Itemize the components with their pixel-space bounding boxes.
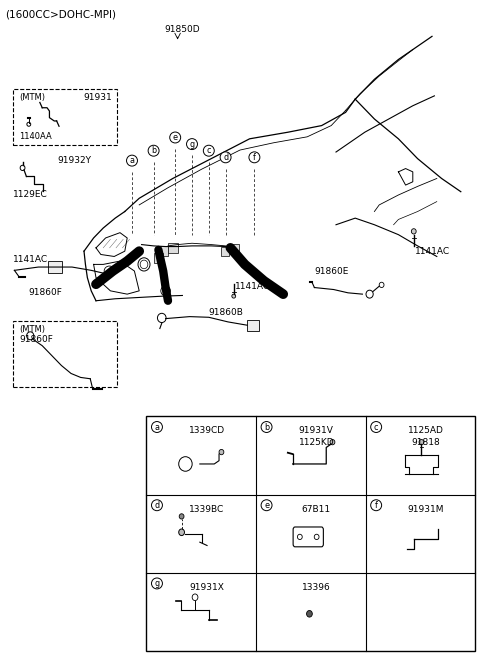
Text: 1339CD: 1339CD <box>189 426 225 436</box>
Text: (MTM): (MTM) <box>19 325 45 334</box>
Text: 1125AD: 1125AD <box>408 426 444 436</box>
Text: 91818: 91818 <box>411 438 440 447</box>
Bar <box>13 321 117 387</box>
Bar <box>158 246 168 256</box>
Text: c: c <box>206 146 211 155</box>
Text: 91860F: 91860F <box>19 335 53 344</box>
Text: a: a <box>155 422 159 432</box>
Bar <box>168 243 178 253</box>
Bar <box>221 247 229 256</box>
Text: (MTM): (MTM) <box>19 93 45 102</box>
Text: 1141AC: 1141AC <box>415 247 450 256</box>
Ellipse shape <box>419 440 424 445</box>
Text: 1140AA: 1140AA <box>19 132 52 141</box>
Text: (1600CC>DOHC-MPI): (1600CC>DOHC-MPI) <box>5 10 116 20</box>
Text: a: a <box>130 156 134 165</box>
Text: 1125KD: 1125KD <box>299 438 334 447</box>
Text: 91931: 91931 <box>83 93 112 102</box>
Bar <box>146 416 475 651</box>
Ellipse shape <box>179 529 184 535</box>
Ellipse shape <box>179 514 184 519</box>
Text: 13396: 13396 <box>302 583 331 592</box>
Text: 1141AC: 1141AC <box>13 254 48 264</box>
Bar <box>13 89 117 145</box>
Text: c: c <box>374 422 378 432</box>
Text: 1339BC: 1339BC <box>189 504 224 514</box>
Text: 91931V: 91931V <box>299 426 334 436</box>
Text: 91850D: 91850D <box>165 25 200 34</box>
Text: d: d <box>223 153 228 162</box>
Bar <box>230 244 239 253</box>
Text: d: d <box>155 501 159 510</box>
Text: g: g <box>190 139 194 149</box>
Text: 91931X: 91931X <box>189 583 224 592</box>
Bar <box>154 253 163 263</box>
Text: 1141AC: 1141AC <box>235 282 270 291</box>
Ellipse shape <box>411 229 416 234</box>
Ellipse shape <box>232 294 236 298</box>
Text: 91860B: 91860B <box>209 308 244 317</box>
Text: f: f <box>375 501 378 510</box>
Text: e: e <box>264 501 269 510</box>
Text: b: b <box>264 422 269 432</box>
Bar <box>247 320 259 330</box>
Text: e: e <box>173 133 178 142</box>
Bar <box>48 261 62 273</box>
Text: 91932Y: 91932Y <box>58 156 92 165</box>
Text: g: g <box>155 579 159 588</box>
Text: 1129EC: 1129EC <box>13 190 48 200</box>
Text: 91860F: 91860F <box>29 288 63 297</box>
Text: 91931M: 91931M <box>408 504 444 514</box>
Text: 91860E: 91860E <box>314 266 349 276</box>
Ellipse shape <box>307 611 312 617</box>
Text: 67B11: 67B11 <box>302 504 331 514</box>
Ellipse shape <box>330 440 335 445</box>
Ellipse shape <box>219 449 224 455</box>
Text: b: b <box>151 146 156 155</box>
Text: f: f <box>253 153 256 162</box>
